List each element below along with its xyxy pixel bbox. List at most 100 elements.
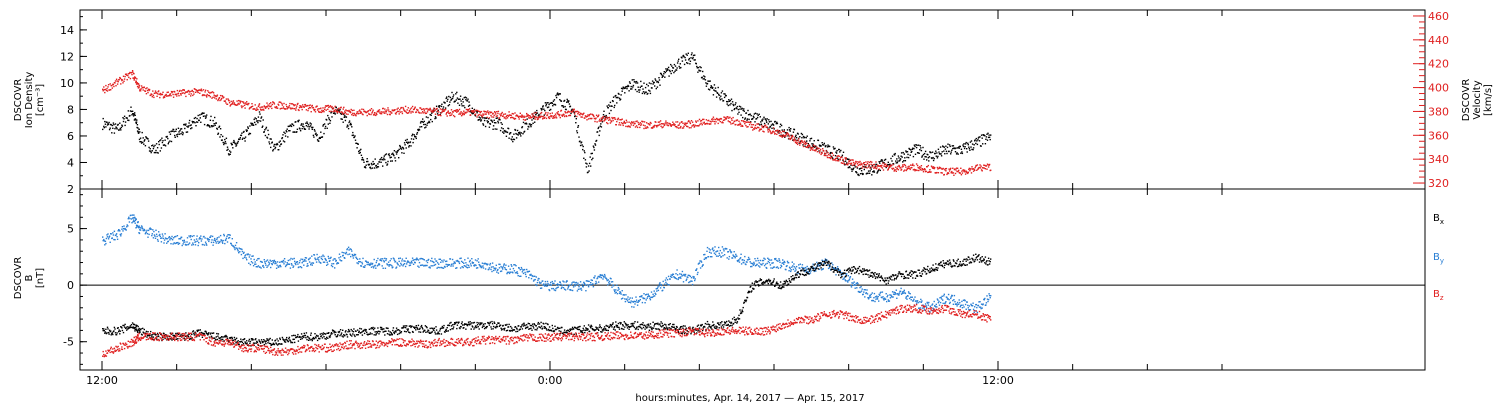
by-point bbox=[446, 260, 448, 262]
velocity-point bbox=[220, 97, 223, 100]
velocity-point bbox=[774, 132, 776, 135]
by-point bbox=[198, 242, 200, 244]
density-point bbox=[910, 149, 912, 151]
by-point bbox=[330, 264, 333, 267]
velocity-point bbox=[828, 157, 831, 159]
density-point bbox=[441, 103, 443, 105]
by-point bbox=[319, 256, 321, 258]
by-point bbox=[497, 268, 499, 271]
velocity-point bbox=[617, 117, 620, 119]
velocity-point bbox=[200, 89, 202, 92]
density-point bbox=[358, 150, 360, 153]
by-point bbox=[202, 243, 204, 246]
by-point bbox=[863, 289, 865, 291]
by-point bbox=[566, 280, 568, 282]
velocity-point bbox=[548, 116, 550, 118]
by-point bbox=[464, 265, 467, 267]
velocity-point bbox=[594, 120, 596, 123]
velocity-point bbox=[293, 104, 295, 107]
velocity-point bbox=[145, 93, 148, 95]
density-point bbox=[591, 152, 593, 155]
velocity-point bbox=[880, 166, 883, 168]
by-point bbox=[175, 235, 177, 238]
by-point bbox=[441, 267, 444, 269]
by-point bbox=[335, 259, 337, 262]
density-point bbox=[630, 88, 632, 90]
by-point bbox=[417, 265, 419, 267]
velocity-point bbox=[778, 130, 780, 132]
density-point bbox=[709, 80, 711, 82]
by-point bbox=[615, 291, 617, 294]
density-point bbox=[987, 136, 990, 139]
density-point bbox=[184, 124, 187, 126]
by-point bbox=[881, 291, 884, 293]
density-point bbox=[894, 154, 896, 156]
density-point bbox=[587, 171, 589, 173]
by-point bbox=[380, 258, 382, 260]
velocity-point bbox=[154, 90, 157, 92]
by-point bbox=[657, 289, 660, 292]
by-point bbox=[492, 269, 495, 272]
density-point bbox=[387, 154, 390, 156]
velocity-point bbox=[847, 164, 849, 166]
by-point bbox=[183, 239, 185, 241]
density-point bbox=[392, 152, 394, 154]
density-point bbox=[281, 137, 284, 139]
by-point bbox=[883, 297, 886, 299]
by-point bbox=[868, 297, 870, 299]
by-point bbox=[436, 262, 439, 264]
density-point bbox=[368, 163, 371, 166]
velocity-point bbox=[385, 110, 388, 113]
density-point bbox=[434, 117, 436, 120]
velocity-point bbox=[468, 110, 470, 113]
density-point bbox=[690, 54, 693, 56]
density-point bbox=[900, 152, 903, 154]
velocity-point bbox=[201, 94, 204, 97]
by-point bbox=[144, 233, 147, 235]
density-point bbox=[311, 126, 313, 129]
density-point bbox=[745, 112, 748, 114]
density-point bbox=[689, 60, 692, 62]
velocity-point bbox=[299, 105, 301, 107]
by-point bbox=[243, 251, 245, 254]
density-point bbox=[423, 120, 425, 123]
by-point bbox=[814, 267, 816, 270]
velocity-point bbox=[283, 102, 285, 105]
velocity-point bbox=[198, 89, 200, 91]
density-point bbox=[359, 149, 361, 152]
velocity-point bbox=[976, 164, 979, 166]
density-point bbox=[965, 141, 967, 144]
by-point bbox=[260, 267, 262, 269]
by-point bbox=[341, 251, 343, 254]
density-point bbox=[573, 112, 575, 114]
velocity-point bbox=[816, 151, 819, 153]
velocity-point bbox=[804, 143, 807, 145]
velocity-point bbox=[384, 110, 387, 112]
velocity-point bbox=[767, 131, 769, 133]
density-point bbox=[691, 57, 694, 60]
velocity-point bbox=[449, 112, 452, 114]
by-point bbox=[769, 259, 771, 261]
velocity-point bbox=[553, 117, 555, 119]
density-point bbox=[166, 135, 168, 138]
by-point bbox=[528, 270, 531, 272]
density-point bbox=[308, 128, 310, 130]
density-point bbox=[982, 143, 984, 145]
by-point bbox=[321, 258, 324, 261]
by-point bbox=[594, 282, 597, 285]
density-point bbox=[283, 131, 285, 133]
density-point bbox=[972, 149, 974, 151]
velocity-point bbox=[178, 95, 180, 97]
by-point bbox=[314, 257, 316, 259]
density-point bbox=[680, 66, 682, 69]
by-point bbox=[700, 261, 703, 263]
velocity-point bbox=[388, 110, 390, 113]
by-point bbox=[852, 282, 854, 284]
by-point bbox=[641, 295, 643, 297]
density-point bbox=[471, 107, 473, 109]
density-point bbox=[716, 92, 719, 94]
by-point bbox=[255, 263, 257, 265]
density-point bbox=[343, 113, 345, 116]
velocity-point bbox=[136, 82, 139, 84]
velocity-point bbox=[888, 165, 891, 167]
